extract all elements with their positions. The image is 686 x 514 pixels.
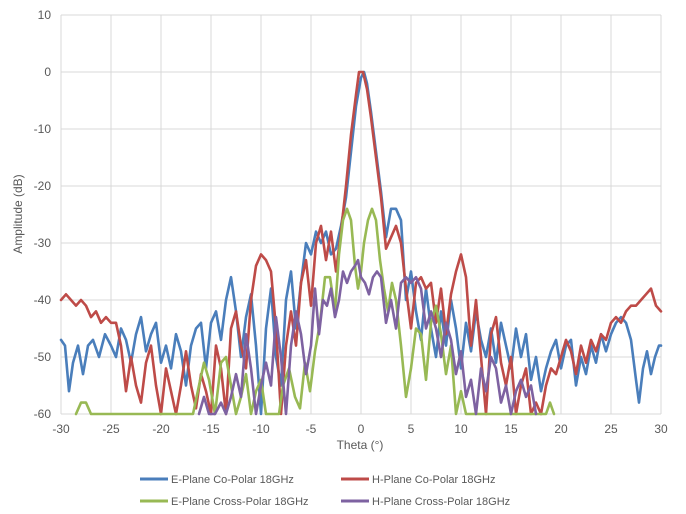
x-tick-label: -30 bbox=[52, 422, 70, 436]
grid bbox=[60, 14, 662, 415]
x-tick-label: -20 bbox=[152, 422, 170, 436]
x-tick-label: 30 bbox=[654, 422, 668, 436]
series-group bbox=[59, 70, 663, 416]
x-tick-label: 25 bbox=[604, 422, 618, 436]
x-axis-title: Theta (°) bbox=[337, 438, 384, 452]
series-line-3 bbox=[74, 207, 556, 416]
y-tick-label: -50 bbox=[34, 350, 52, 364]
x-tick-label: -25 bbox=[102, 422, 120, 436]
series-line-4 bbox=[197, 258, 538, 416]
series-line-2 bbox=[59, 70, 663, 416]
y-tick-label: -20 bbox=[34, 179, 52, 193]
legend: E-Plane Co-Polar 18GHz H-Plane Co-Polar 1… bbox=[140, 474, 510, 508]
x-tick-label: 5 bbox=[408, 422, 415, 436]
x-tick-label: -5 bbox=[306, 422, 317, 436]
legend-label: H-Plane Cross-Polar 18GHz bbox=[372, 496, 510, 508]
x-tick-label: -15 bbox=[202, 422, 220, 436]
y-tick-label: 10 bbox=[38, 8, 52, 22]
x-tick-label: 20 bbox=[554, 422, 568, 436]
y-tick-label: 0 bbox=[44, 65, 51, 79]
legend-label: H-Plane Co-Polar 18GHz bbox=[372, 474, 496, 486]
x-tick-label: 15 bbox=[504, 422, 518, 436]
x-tick-label: 0 bbox=[358, 422, 365, 436]
y-tick-label: -10 bbox=[34, 122, 52, 136]
x-tick-label: 10 bbox=[454, 422, 468, 436]
legend-label: E-Plane Co-Polar 18GHz bbox=[171, 474, 294, 486]
x-tick-label: -10 bbox=[252, 422, 270, 436]
y-tick-label: -60 bbox=[34, 407, 52, 421]
y-tick-label: -40 bbox=[34, 293, 52, 307]
axes: -30 -25 -20 -15 -10 -5 0 5 10 15 20 25 30100-10-20-3… bbox=[34, 8, 668, 436]
y-tick-label: -30 bbox=[34, 236, 52, 250]
legend-label: E-Plane Cross-Polar 18GHz bbox=[171, 496, 309, 508]
y-axis-title: Amplitude (dB) bbox=[11, 174, 25, 253]
